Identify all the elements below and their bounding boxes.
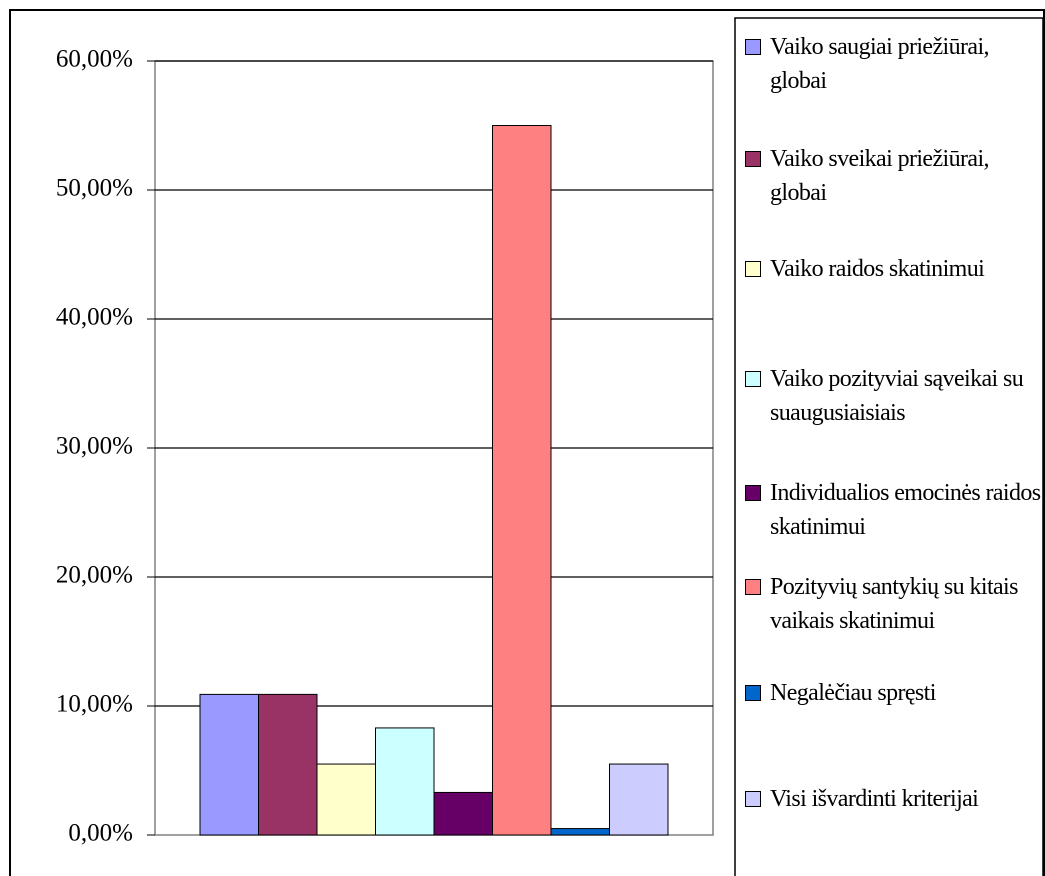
legend-box <box>734 17 1044 876</box>
y-tick-label: 20,00% <box>56 562 133 589</box>
legend-swatch <box>745 261 761 277</box>
bar <box>199 693 259 836</box>
legend-swatch <box>745 485 761 501</box>
legend-swatch <box>745 39 761 55</box>
bar <box>316 763 376 836</box>
bar <box>609 763 669 836</box>
y-tick-label: 10,00% <box>56 691 133 718</box>
legend-swatch <box>745 151 761 167</box>
legend-label: Vaiko pozityviai sąveikai su suaugusiais… <box>770 366 1024 426</box>
legend-label: Vaiko sveikai priežiūrai, globai <box>770 146 990 206</box>
y-tick-label: 50,00% <box>56 175 133 202</box>
y-tick-label: 0,00% <box>68 820 133 847</box>
bar <box>550 828 610 836</box>
legend-label: Vaiko saugiai priežiūrai, globai <box>770 34 990 94</box>
legend-swatch <box>745 685 761 701</box>
legend-label: Vaiko raidos skatinimui <box>770 256 985 282</box>
y-tick-label: 40,00% <box>56 304 133 331</box>
legend-label: Pozityvių santykių su kitais vaikais ska… <box>770 574 1018 634</box>
y-tick-label: 60,00% <box>56 46 133 73</box>
legend-swatch <box>745 371 761 387</box>
legend-label: Visi išvardinti kriterijai <box>770 786 979 812</box>
legend-label: Individualios emocinės raidos skatinimui <box>770 480 1041 540</box>
bar <box>375 727 435 836</box>
bar <box>258 693 318 836</box>
legend-swatch <box>745 579 761 595</box>
legend-label: Negalėčiau spręsti <box>770 680 936 706</box>
bar <box>433 791 493 836</box>
legend-swatch <box>745 791 761 807</box>
bar <box>492 125 552 836</box>
y-tick-label: 30,00% <box>56 433 133 460</box>
